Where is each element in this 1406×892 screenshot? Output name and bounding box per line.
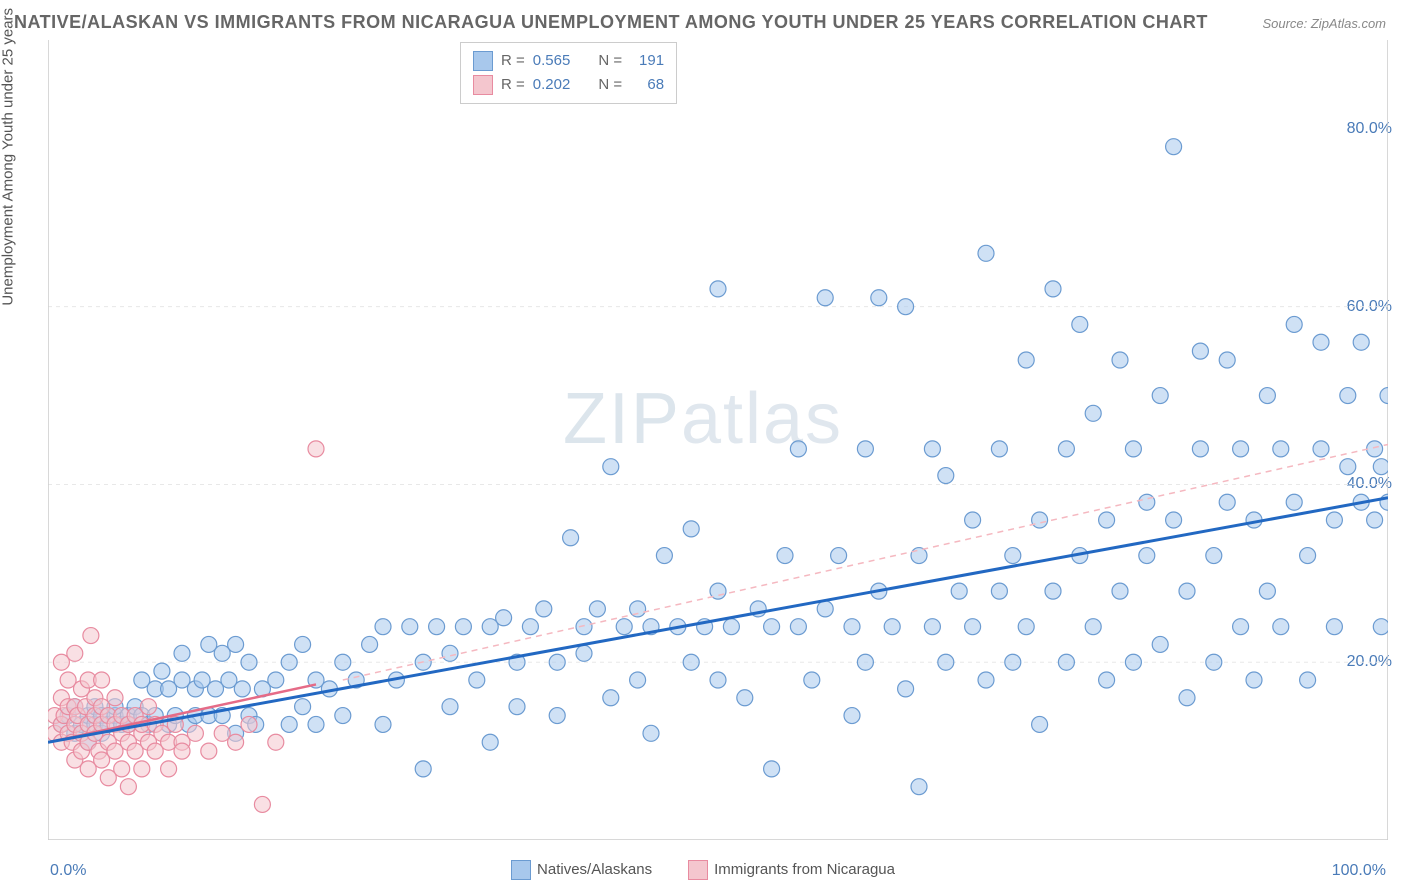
legend-item: Natives/Alaskans [511, 861, 652, 878]
y-axis-label: Unemployment Among Youth under 25 years [0, 8, 17, 306]
legend-swatch [688, 860, 708, 880]
correlation-legend: R = 0.565 N = 191 R = 0.202 N = 68 [460, 42, 677, 104]
scatter-plot [48, 40, 1388, 840]
r-label: R = [501, 73, 525, 97]
series-legend: Natives/Alaskans Immigrants from Nicaragu… [0, 860, 1406, 880]
r-value: 0.565 [533, 49, 571, 73]
legend-swatch [473, 75, 493, 95]
chart-container: NATIVE/ALASKAN VS IMMIGRANTS FROM NICARA… [0, 0, 1406, 892]
n-value: 191 [630, 49, 664, 73]
source-label: Source: ZipAtlas.com [1262, 16, 1386, 31]
chart-title: NATIVE/ALASKAN VS IMMIGRANTS FROM NICARA… [14, 12, 1208, 33]
n-label: N = [598, 49, 622, 73]
legend-item: Immigrants from Nicaragua [688, 861, 895, 878]
n-value: 68 [630, 73, 664, 97]
r-value: 0.202 [533, 73, 571, 97]
n-label: N = [598, 73, 622, 97]
legend-label: Natives/Alaskans [537, 861, 652, 878]
legend-swatch [511, 860, 531, 880]
r-label: R = [501, 49, 525, 73]
legend-swatch [473, 51, 493, 71]
legend-label: Immigrants from Nicaragua [714, 861, 895, 878]
legend-row: R = 0.565 N = 191 [473, 49, 664, 73]
legend-row: R = 0.202 N = 68 [473, 73, 664, 97]
